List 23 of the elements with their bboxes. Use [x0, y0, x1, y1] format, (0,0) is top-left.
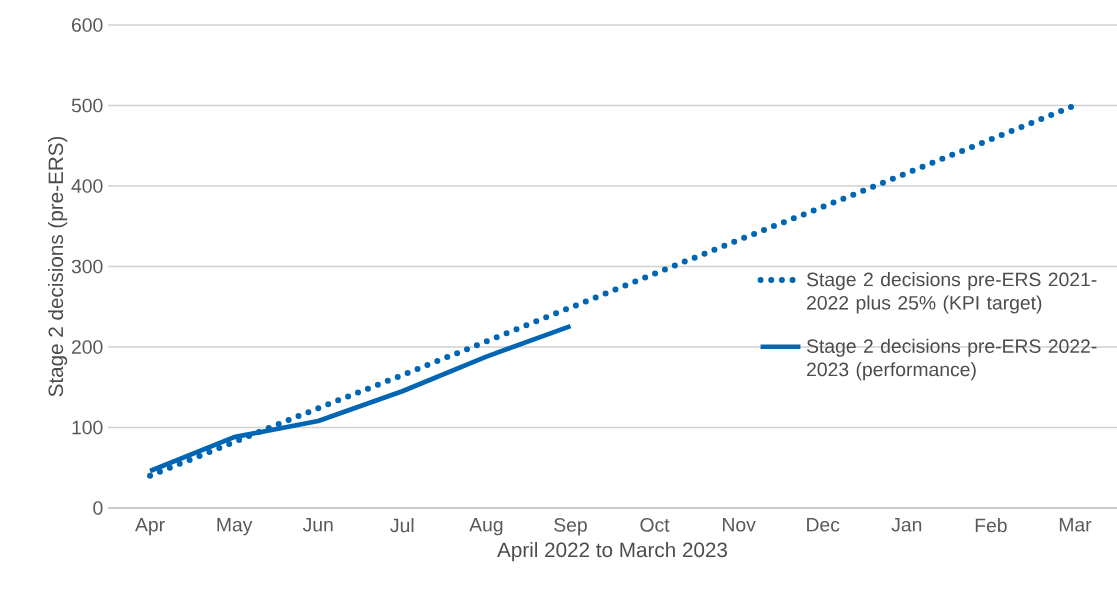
- y-tick-label: 100: [72, 420, 103, 435]
- legend-label: Stage 2 decisions pre-ERS 2021-2022 plus 25% (KPI target): [806, 272, 1097, 314]
- x-tick-label: May: [217, 518, 253, 536]
- x-tick-label: Dec: [807, 518, 840, 532]
- y-tick-label: 600: [72, 18, 103, 32]
- x-tick-label: Jan: [891, 518, 922, 532]
- x-tick-label: Oct: [640, 518, 670, 532]
- x-tick-label: Nov: [723, 518, 756, 532]
- y-tick-label: 200: [72, 340, 103, 354]
- y-axis-title: Stage 2 decisions (pre-ERS): [47, 136, 68, 397]
- legend-label: Stage 2 decisions pre-ERS 2022-2023 (performance): [806, 338, 1097, 381]
- x-tick-label: Mar: [1059, 518, 1092, 532]
- y-tick-label: 500: [71, 98, 103, 113]
- x-tick-label: Sep: [554, 518, 587, 536]
- x-axis-title: April 2022 to March 2023: [497, 542, 727, 562]
- x-tick-label: Aug: [469, 518, 503, 536]
- x-tick-label: Feb: [975, 518, 1007, 533]
- x-tick-label: Jul: [390, 518, 414, 533]
- y-tick-label: 0: [93, 501, 103, 515]
- x-tick-label: Apr: [135, 518, 165, 536]
- y-tick-label: 400: [71, 179, 103, 193]
- y-tick-label: 300: [71, 259, 103, 274]
- x-tick-label: Jun: [302, 518, 333, 532]
